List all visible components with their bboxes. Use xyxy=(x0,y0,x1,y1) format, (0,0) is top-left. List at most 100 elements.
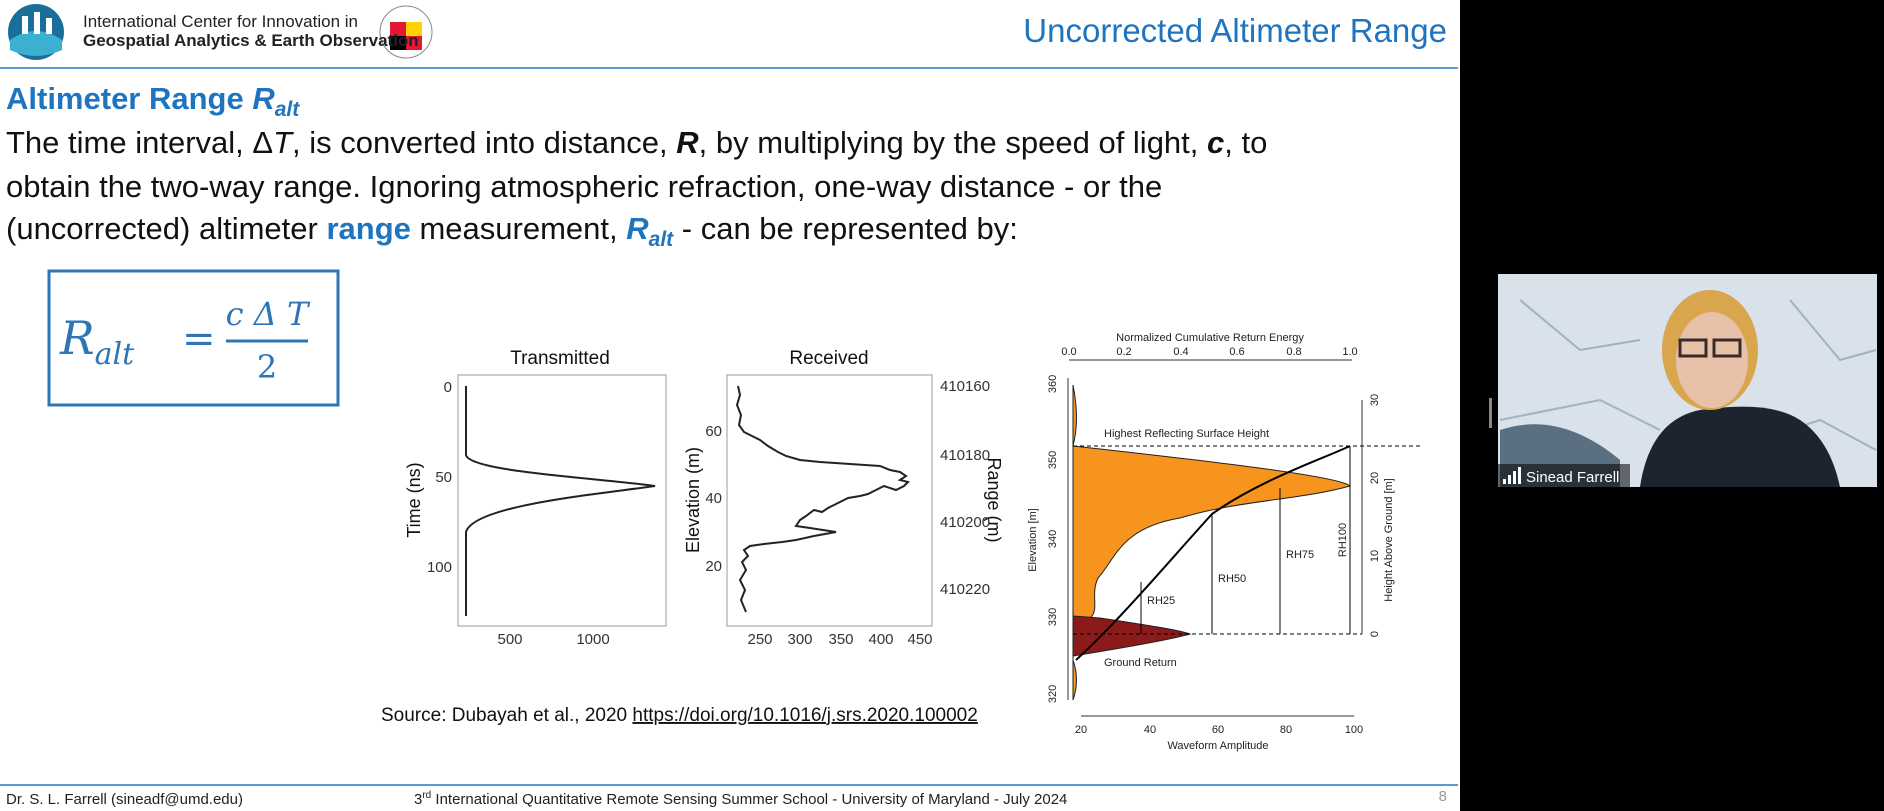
x-tick-label: 350 xyxy=(828,631,853,648)
y2-tick-label: 410220 xyxy=(940,581,990,598)
body-text: - can be represented by: xyxy=(673,211,1018,246)
participant-name: Sinead Farrell xyxy=(1526,469,1619,486)
rh-arrows xyxy=(1140,446,1351,634)
shape xyxy=(390,22,406,36)
shape xyxy=(1498,464,1630,487)
shape xyxy=(1712,338,1742,358)
y-tick-label: 60 xyxy=(705,423,722,440)
annotation: RH25 xyxy=(1147,595,1175,607)
y2-tick-label: 410200 xyxy=(940,514,990,531)
body-line: The time interval, ΔT, is converted into… xyxy=(6,125,1267,160)
body-text: alt xyxy=(649,228,675,251)
y2-tick-label: 410180 xyxy=(940,447,990,464)
heading-text: Altimeter Range xyxy=(6,81,252,116)
body-text: , by multiplying by the speed of light, xyxy=(699,125,1207,160)
x-tick-label: 60 xyxy=(1212,724,1224,736)
event-text: International Quantitative Remote Sensin… xyxy=(431,791,1067,808)
y-tick-label: 340 xyxy=(1047,530,1059,548)
waveform-plot: Normalized Cumulative Return Energy 0.0 … xyxy=(1027,332,1420,752)
shape xyxy=(406,22,422,36)
shape xyxy=(1508,475,1511,484)
x-tick-label: 500 xyxy=(497,631,522,648)
video-tile[interactable]: Sinead Farrell xyxy=(1498,274,1877,487)
formula-equals: = xyxy=(182,316,216,362)
source: Source: Dubayah et al., 2020 https://doi… xyxy=(381,705,978,726)
y-tick-label: 350 xyxy=(1047,451,1059,469)
shape xyxy=(406,36,422,50)
formula-lhs: Ralt xyxy=(59,311,135,372)
y-tick-label: 40 xyxy=(705,490,722,507)
event-suffix: rd xyxy=(422,790,431,801)
org-line: Geospatial Analytics & Earth Observation xyxy=(83,31,419,50)
event-ordinal: 3 xyxy=(414,791,422,808)
y-tick-label: 100 xyxy=(427,559,452,576)
shape xyxy=(1518,467,1521,484)
y-label: Elevation (m) xyxy=(683,447,703,553)
y2-tick-label: 410160 xyxy=(940,378,990,395)
splitter[interactable] xyxy=(1489,398,1492,428)
top-tick-label: 0.6 xyxy=(1229,346,1244,358)
org-line: International Center for Innovation in xyxy=(83,12,358,31)
x-tick-label: 40 xyxy=(1144,724,1156,736)
body-text: , to xyxy=(1224,125,1267,160)
x-tick-label: 450 xyxy=(907,631,932,648)
body-text: , is converted into distance, xyxy=(292,125,676,160)
y-tick-label: 320 xyxy=(1047,685,1059,703)
top-tick-label: 0.0 xyxy=(1061,346,1076,358)
top-tick-label: 0.8 xyxy=(1286,346,1301,358)
body-text: (uncorrected) altimeter xyxy=(6,211,326,246)
body-text: measurement, xyxy=(411,211,626,246)
source-text: Source: Dubayah et al., 2020 xyxy=(381,705,632,726)
heading-symbol: R xyxy=(252,81,275,116)
waveform-curve xyxy=(735,385,910,613)
x-tick-label: 20 xyxy=(1075,724,1087,736)
annotation: RH50 xyxy=(1218,573,1246,585)
y-label: Time (ns) xyxy=(404,462,424,537)
shape xyxy=(22,16,28,34)
annotation: RH75 xyxy=(1286,549,1314,561)
transmitted-plot: Transmitted Time (ns) 0 50 100 500 1000 xyxy=(404,348,667,648)
formula-symbol: R xyxy=(59,311,95,365)
y-tick-label: 0 xyxy=(444,379,452,396)
shape xyxy=(1676,312,1748,408)
source-link[interactable]: https://doi.org/10.1016/j.srs.2020.10000… xyxy=(632,705,977,726)
shape xyxy=(1513,471,1516,484)
y2-label: Height Above Ground [m] xyxy=(1383,478,1395,602)
shape xyxy=(34,12,40,34)
plot-frame xyxy=(457,374,667,627)
footer-event: 3rd International Quantitative Remote Se… xyxy=(414,790,1067,808)
x-tick-label: 1000 xyxy=(576,631,609,648)
top-tick-label: 0.4 xyxy=(1173,346,1188,358)
shape xyxy=(1503,479,1506,484)
body-text: The time interval, Δ xyxy=(6,125,273,160)
y2-tick-label: 20 xyxy=(1369,472,1381,484)
page-number: 8 xyxy=(1439,788,1447,805)
y2-tick-label: 10 xyxy=(1369,550,1381,562)
top-label: Normalized Cumulative Return Energy xyxy=(1116,332,1304,344)
heading-subscript: alt xyxy=(275,98,301,121)
ground-return xyxy=(1072,615,1192,657)
y-tick-label: 330 xyxy=(1047,608,1059,626)
y-tick-label: 50 xyxy=(435,469,452,486)
plot-frame xyxy=(726,374,933,627)
y2-tick-label: 0 xyxy=(1369,631,1381,637)
slide-title: Uncorrected Altimeter Range xyxy=(1023,12,1447,49)
x-tick-label: 250 xyxy=(747,631,772,648)
return-tail xyxy=(1072,384,1077,701)
formula-numerator: c Δ T xyxy=(226,295,311,333)
body-text: T xyxy=(273,125,294,160)
canopy-return xyxy=(1072,445,1351,621)
shape xyxy=(1678,338,1708,358)
y-tick-label: 360 xyxy=(1047,375,1059,393)
waveform-curve xyxy=(465,386,656,616)
heading: Altimeter Range Ralt xyxy=(6,81,300,121)
plot-title: Transmitted xyxy=(510,348,610,369)
x-tick-label: 400 xyxy=(868,631,893,648)
y2-label: Range (m) xyxy=(984,457,1004,542)
received-plot: Received Elevation (m) Range (m) 20 40 6… xyxy=(683,348,1004,648)
y2-tick-label: 30 xyxy=(1369,394,1381,406)
body-text: R xyxy=(676,125,699,160)
top-tick-label: 0.2 xyxy=(1116,346,1131,358)
